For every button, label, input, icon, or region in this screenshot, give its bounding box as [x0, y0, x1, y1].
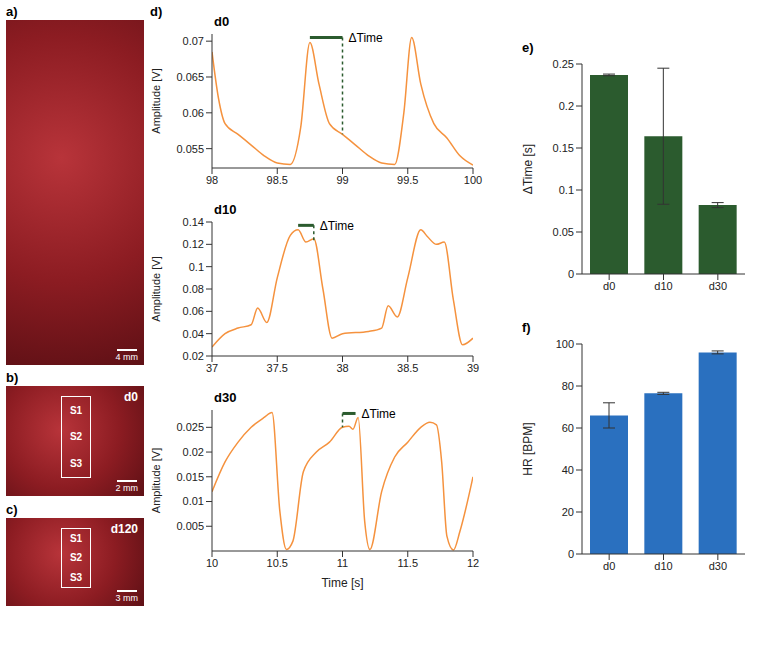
svg-text:0.15: 0.15: [553, 142, 574, 154]
svg-text:ΔTime: ΔTime: [362, 407, 397, 421]
svg-text:ΔTime: ΔTime: [349, 31, 384, 45]
svg-text:0: 0: [568, 268, 574, 280]
svg-text:Amplitude [V]: Amplitude [V]: [150, 256, 162, 321]
svg-text:0.12: 0.12: [183, 238, 204, 250]
svg-text:100: 100: [464, 174, 482, 186]
svg-text:0.2: 0.2: [559, 100, 574, 112]
html-text:d120: d120: [110, 522, 138, 536]
svg-text:11: 11: [337, 557, 348, 569]
svg-text:38: 38: [336, 362, 348, 374]
html-text:e): e): [522, 40, 534, 55]
svg-text:98: 98: [206, 174, 218, 186]
html-text:d0: d0: [124, 390, 138, 404]
svg-text:39: 39: [467, 362, 479, 374]
svg-text:0.065: 0.065: [176, 71, 204, 83]
html-text:c): c): [6, 502, 18, 517]
svg-text:d30: d30: [709, 280, 727, 292]
svg-text:10.5: 10.5: [267, 557, 288, 569]
html-text:d30: d30: [214, 390, 237, 405]
svg-text:ΔTime: ΔTime: [320, 219, 355, 233]
svg-text:0.07: 0.07: [183, 35, 204, 47]
svg-text:d30: d30: [709, 560, 727, 572]
svg-text:0.08: 0.08: [183, 283, 204, 295]
svg-text:0.25: 0.25: [553, 58, 574, 70]
html-text:f): f): [522, 320, 531, 335]
svg-text:98.5: 98.5: [267, 174, 288, 186]
svg-text:0.06: 0.06: [183, 107, 204, 119]
svg-text:0.005: 0.005: [176, 520, 204, 532]
html-text:S1: S1: [69, 404, 83, 416]
svg-text:99.5: 99.5: [397, 174, 418, 186]
svg-text:40: 40: [562, 464, 574, 476]
html-text:S2: S2: [69, 552, 83, 564]
svg-text:37.5: 37.5: [267, 362, 288, 374]
svg-text:20: 20: [562, 506, 574, 518]
svg-text:ΔTime [s]: ΔTime [s]: [522, 144, 535, 194]
svg-text:HR [BPM]: HR [BPM]: [522, 422, 535, 475]
svg-text:d0: d0: [603, 560, 615, 572]
svg-text:37: 37: [206, 362, 218, 374]
svg-text:0.02: 0.02: [183, 350, 204, 362]
svg-text:38.5: 38.5: [397, 362, 418, 374]
svg-text:0.04: 0.04: [183, 328, 204, 340]
html-text:S2: S2: [69, 431, 83, 443]
svg-text:0: 0: [568, 548, 574, 560]
html-text:S1: S1: [69, 533, 83, 545]
svg-text:0.14: 0.14: [183, 216, 204, 228]
html-text:d10: d10: [214, 202, 237, 217]
html-text:d): d): [150, 4, 163, 19]
svg-text:0.06: 0.06: [183, 305, 204, 317]
svg-text:99: 99: [336, 174, 348, 186]
svg-text:80: 80: [562, 380, 574, 392]
svg-text:d10: d10: [654, 560, 672, 572]
html-text:d0: d0: [214, 14, 230, 29]
html-text:a): a): [6, 4, 18, 19]
svg-text:0.055: 0.055: [176, 143, 204, 155]
html-text:2 mm: 2 mm: [115, 483, 138, 493]
svg-text:60: 60: [562, 422, 574, 434]
svg-text:0.02: 0.02: [183, 446, 204, 458]
svg-text:12: 12: [467, 557, 479, 569]
html-text:S3: S3: [69, 458, 83, 470]
svg-text:11.5: 11.5: [397, 557, 418, 569]
html-text:4 mm: 4 mm: [115, 352, 138, 362]
svg-text:0.025: 0.025: [176, 421, 204, 433]
html-text:S3: S3: [69, 571, 83, 583]
html-text:b): b): [6, 370, 19, 385]
svg-text:Amplitude [V]: Amplitude [V]: [150, 448, 162, 513]
svg-text:100: 100: [556, 338, 574, 350]
svg-text:Amplitude [V]: Amplitude [V]: [150, 68, 162, 133]
svg-text:0.05: 0.05: [553, 226, 574, 238]
svg-text:d10: d10: [654, 280, 672, 292]
svg-text:d0: d0: [603, 280, 615, 292]
svg-text:0.1: 0.1: [559, 184, 574, 196]
svg-text:0.1: 0.1: [189, 261, 204, 273]
html-text:3 mm: 3 mm: [115, 593, 138, 603]
svg-text:0.015: 0.015: [176, 471, 204, 483]
svg-text:10: 10: [206, 557, 218, 569]
svg-text:Time [s]: Time [s]: [321, 576, 363, 590]
svg-text:0.01: 0.01: [183, 495, 204, 507]
